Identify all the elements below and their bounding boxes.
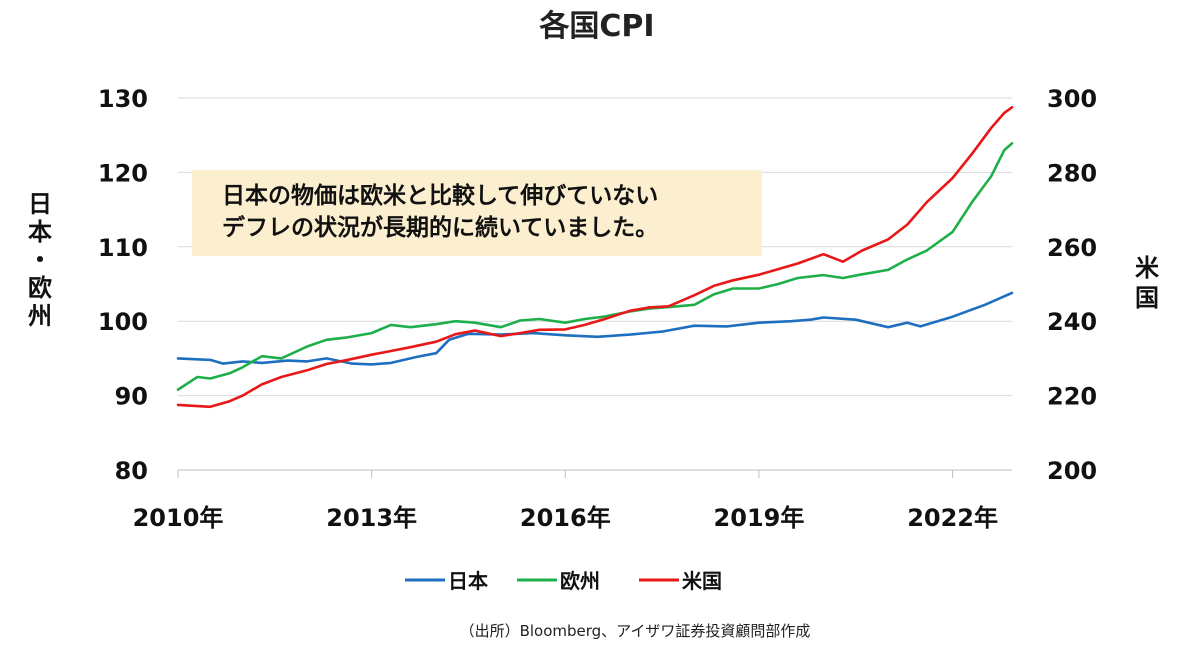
annotation-line: 日本の物価は欧米と比較して伸びていない — [222, 182, 658, 209]
legend-label: 欧州 — [560, 569, 600, 593]
right-axis-label-char: 米 — [1135, 254, 1159, 282]
legend-label: 日本 — [448, 569, 488, 593]
left-axis-label: 日本・欧州 — [28, 190, 52, 330]
right-tick-label: 280 — [1047, 159, 1097, 187]
left-tick-label: 80 — [115, 457, 148, 485]
right-axis-label-char: 国 — [1135, 284, 1159, 312]
legend-label: 米国 — [682, 569, 722, 593]
left-axis-label-char: 本 — [28, 218, 52, 246]
x-axis-ticks: 2010年 2013年 2016年 2019年 2022年 — [133, 469, 1012, 532]
x-tick-label: 2019年 — [714, 504, 805, 532]
source-note: （出所）Bloomberg、アイザワ証券投資顧問部作成 — [460, 622, 811, 640]
x-tick-label: 2016年 — [520, 504, 611, 532]
right-tick-label: 200 — [1047, 457, 1097, 485]
left-axis-label-char: 日 — [28, 190, 52, 218]
left-axis-label-char: 州 — [28, 302, 52, 330]
left-axis-label-char: 欧 — [28, 274, 52, 302]
right-tick-label: 240 — [1047, 308, 1097, 336]
right-tick-label: 220 — [1047, 383, 1097, 411]
annotation-box — [192, 170, 762, 256]
left-tick-label: 90 — [115, 383, 148, 411]
left-axis-label-char: ・ — [28, 246, 52, 274]
series-line-欧州 — [176, 142, 1014, 391]
left-tick-label: 120 — [98, 159, 148, 187]
left-tick-label: 100 — [98, 308, 148, 336]
legend: 日本 欧州 米国 — [405, 569, 722, 593]
series-lines — [176, 106, 1014, 409]
annotation-line: デフレの状況が長期的に続いていました。 — [222, 214, 658, 241]
series-line-日本 — [176, 291, 1014, 366]
x-tick-label: 2022年 — [907, 504, 998, 532]
right-tick-label: 260 — [1047, 234, 1097, 262]
gridlines — [178, 97, 1012, 471]
right-axis-ticks: 200 220 240 260 280 300 — [1047, 85, 1097, 485]
left-tick-label: 130 — [98, 85, 148, 113]
left-tick-label: 110 — [98, 234, 148, 262]
left-axis-ticks: 80 90 100 110 120 130 — [98, 85, 148, 485]
x-tick-label: 2010年 — [133, 504, 224, 532]
x-tick-label: 2013年 — [326, 504, 417, 532]
series-line-米国 — [176, 106, 1014, 409]
right-tick-label: 300 — [1047, 85, 1097, 113]
chart-title: 各国CPI — [538, 9, 654, 44]
right-axis-label: 米国 — [1135, 254, 1159, 312]
